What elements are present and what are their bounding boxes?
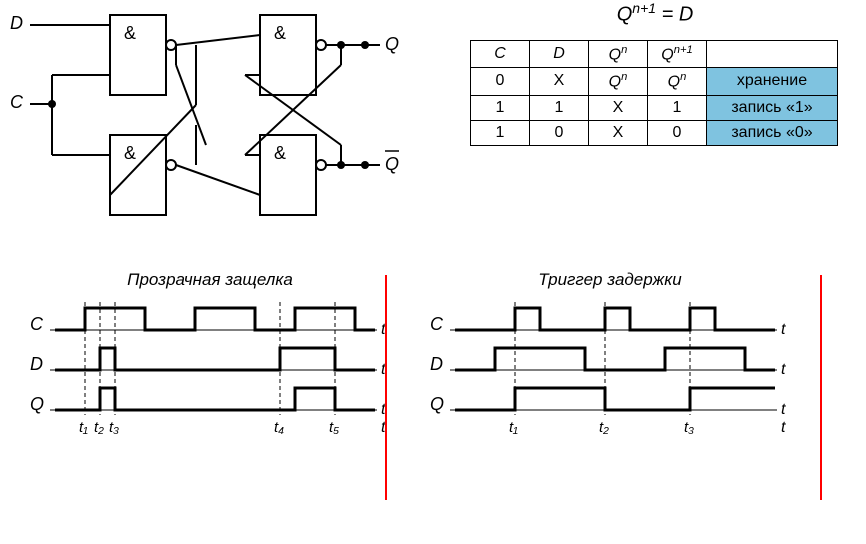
svg-text:t: t [781,401,786,418]
equation: Qn+1 = D [480,0,830,27]
svg-text:D: D [10,13,23,33]
svg-text:D: D [30,354,43,374]
svg-text:C: C [10,92,24,112]
svg-text:&: & [124,23,136,43]
timing-title: Прозрачная защелка [30,270,390,290]
svg-text:C: C [30,314,44,334]
timing-trigger: Триггер задержки Ct Dt Qt t₁ t₂ t₃ t [430,270,790,440]
table-cell: 0 [471,68,530,95]
svg-text:Q: Q [385,34,399,54]
svg-text:&: & [274,143,286,163]
table-header: Qn [589,41,648,68]
svg-text:C: C [430,314,444,334]
divider-1 [385,275,387,500]
svg-text:Q: Q [30,394,44,414]
table-cell: 1 [648,95,707,120]
table-header: C [471,41,530,68]
timing-latch: Прозрачная защелкаCtDtQtt₁t₂t₃t₄t₅t [30,270,390,440]
table-desc: хранение [707,68,838,95]
table-cell: 1 [471,120,530,145]
svg-text:t₁: t₁ [79,419,88,436]
table-desc: запись «0» [707,120,838,145]
svg-text:t₄: t₄ [274,419,284,436]
table-cell: X [530,68,589,95]
svg-text:D: D [430,354,443,374]
svg-text:t: t [781,321,786,338]
svg-text:Q: Q [430,394,444,414]
divider-2 [820,275,822,500]
table-cell: 0 [648,120,707,145]
timing-svg: Ct Dt Qt t₁ t₂ t₃ t [430,290,790,440]
table-desc: запись «1» [707,95,838,120]
table-header-blank [707,41,838,68]
svg-text:&: & [274,23,286,43]
svg-text:t₂: t₂ [599,419,609,436]
circuit-svg: & & & & D C Q Q [10,5,410,235]
timing-title: Триггер задержки [430,270,790,290]
svg-text:t: t [781,361,786,378]
truth-table-body: CDQnQn+10XQnQnхранение11X1запись «1»10X0… [470,40,838,146]
svg-text:t₁: t₁ [509,419,518,436]
table-cell: X [589,95,648,120]
truth-table: CDQnQn+10XQnQnхранение11X1запись «1»10X0… [470,40,838,146]
table-cell: 0 [530,120,589,145]
circuit-diagram: & & & & D C Q Q [10,5,410,235]
svg-text:t₅: t₅ [329,419,339,436]
svg-text:Q: Q [385,154,399,174]
table-cell: Qn [589,68,648,95]
timing-svg: CtDtQtt₁t₂t₃t₄t₅t [30,290,390,440]
svg-text:&: & [124,143,136,163]
table-cell: X [589,120,648,145]
svg-text:t₃: t₃ [109,419,119,436]
table-cell: 1 [530,95,589,120]
table-header: Qn+1 [648,41,707,68]
svg-text:t₃: t₃ [684,419,694,436]
table-header: D [530,41,589,68]
svg-text:t₂: t₂ [94,419,104,436]
table-cell: Qn [648,68,707,95]
svg-text:t: t [781,419,786,436]
table-cell: 1 [471,95,530,120]
